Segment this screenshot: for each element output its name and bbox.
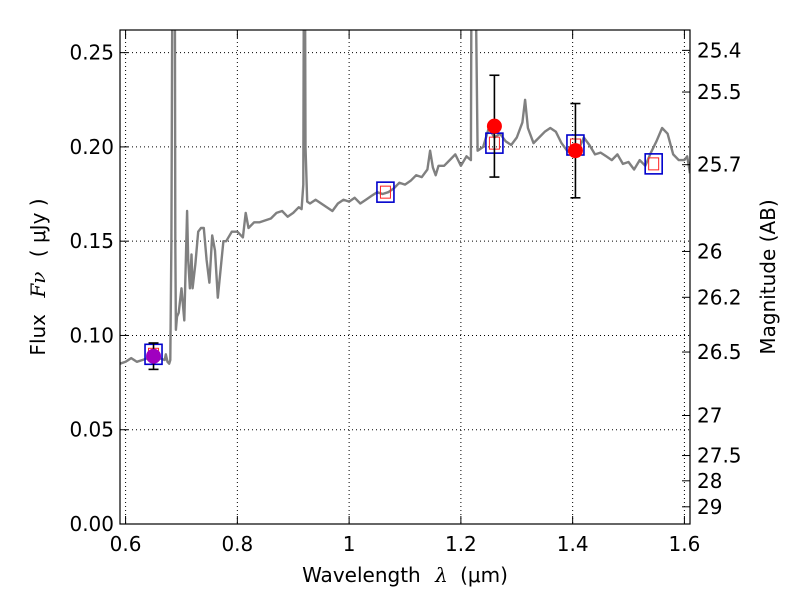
model-square-inner <box>379 185 391 199</box>
x-tick-label: 1.2 <box>445 532 477 556</box>
observed-point <box>146 348 162 364</box>
model-square <box>376 181 395 203</box>
observed-point <box>567 143 583 159</box>
x-axis-title-prefix: Wavelength <box>302 563 421 587</box>
plot-background <box>120 30 690 524</box>
x-tick-label: 1 <box>343 532 356 556</box>
mag-tick-label: 25.7 <box>697 153 742 177</box>
x-axis-title: Wavelength λ (μm) <box>302 563 508 587</box>
y-tick-label: 0.05 <box>69 418 114 442</box>
y-tick-label: 0.25 <box>69 41 114 65</box>
tick-labels: 0.6 0.8 1 1.2 1.4 1.6 0.00 0.05 0.10 0.15 0.20 0.25… <box>69 38 741 556</box>
y-axis-title-prefix: Flux <box>26 314 50 356</box>
mag-tick-label: 26.2 <box>697 285 742 309</box>
observed-point <box>486 118 502 134</box>
mag-tick-label: 29 <box>697 495 722 519</box>
y-axis-title-unit: ( μJy ) <box>26 198 50 257</box>
mag-tick-label: 25.4 <box>697 38 742 62</box>
axis-ticks <box>120 30 690 525</box>
mag-tick-label: 26.5 <box>697 340 742 364</box>
x-tick-label: 0.6 <box>110 532 142 556</box>
model-square-inner <box>648 157 660 171</box>
y2-axis-title: Magnitude (AB) <box>756 199 780 354</box>
x-axis-title-unit: (μm) <box>460 563 508 587</box>
model-square <box>644 153 663 175</box>
y-axis-title: Flux Fν ( μJy ) <box>26 198 50 355</box>
mag-tick-label: 27.5 <box>697 444 742 468</box>
x-tick-label: 1.4 <box>557 532 589 556</box>
x-tick-label: 1.6 <box>669 532 701 556</box>
y-axis-title-var: Fν <box>26 272 50 299</box>
y-tick-label: 0.15 <box>69 229 114 253</box>
x-axis-title-var: λ <box>434 563 448 587</box>
y-tick-label: 0.00 <box>69 512 114 536</box>
plot-frame <box>119 29 691 525</box>
mag-tick-label: 26 <box>697 239 722 263</box>
y-tick-label: 0.20 <box>69 135 114 159</box>
mag-tick-label: 28 <box>697 469 722 493</box>
x-tick-label: 0.8 <box>221 532 253 556</box>
mag-tick-label: 27 <box>697 403 722 427</box>
y-tick-label: 0.10 <box>69 323 114 347</box>
mag-tick-label: 25.5 <box>697 80 742 104</box>
plot-area <box>120 30 690 371</box>
